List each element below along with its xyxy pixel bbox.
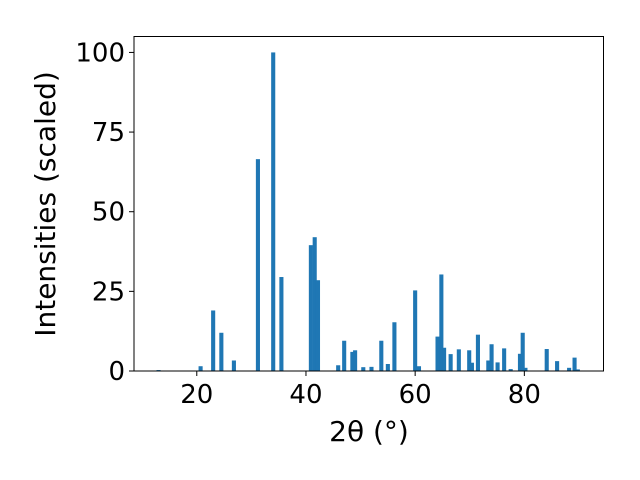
bar — [353, 350, 358, 371]
bar — [486, 360, 491, 371]
x-axis-ticks: 20 40 60 80 — [180, 371, 541, 410]
bar — [342, 340, 347, 371]
y-tick-label: 0 — [108, 357, 125, 387]
bar — [369, 366, 374, 371]
bar — [456, 349, 461, 371]
bar — [495, 362, 500, 371]
bar — [467, 350, 472, 371]
bar — [435, 336, 440, 371]
bar — [416, 366, 422, 371]
bar — [517, 353, 523, 371]
y-tick-label: 50 — [92, 198, 125, 228]
bar — [198, 366, 203, 371]
bar — [469, 362, 474, 371]
y-tick-label: 75 — [92, 118, 125, 148]
y-tick-label: 25 — [92, 277, 125, 307]
bar — [502, 348, 507, 371]
bar — [271, 52, 276, 372]
y-axis-label: Intensities (scaled) — [29, 71, 62, 337]
bar — [523, 367, 528, 371]
bar — [385, 363, 390, 371]
bar — [255, 159, 260, 371]
bar — [312, 237, 317, 371]
bar — [336, 365, 341, 371]
bars-group — [156, 52, 580, 372]
bar — [544, 349, 549, 371]
bar — [475, 334, 480, 371]
bar — [361, 367, 366, 371]
x-tick-label: 40 — [289, 380, 322, 410]
bar — [439, 274, 444, 371]
bar — [392, 322, 397, 371]
bar — [350, 351, 355, 371]
bar — [508, 369, 513, 371]
y-tick-label: 100 — [75, 38, 125, 68]
x-tick-label: 80 — [508, 380, 541, 410]
bar — [219, 332, 224, 371]
bar — [448, 354, 453, 371]
bar — [575, 369, 580, 371]
bar — [231, 360, 236, 371]
x-axis-label: 2θ (°) — [329, 415, 409, 448]
bar — [211, 310, 216, 371]
bar — [315, 280, 321, 371]
bar — [520, 332, 525, 371]
bar — [567, 367, 572, 371]
plot-frame — [133, 36, 604, 372]
x-tick-label: 60 — [399, 380, 432, 410]
bar — [442, 347, 447, 371]
bar — [413, 290, 418, 371]
bar — [379, 340, 384, 371]
bar — [489, 344, 494, 371]
x-tick-label: 20 — [180, 380, 213, 410]
bar — [308, 245, 313, 371]
y-axis-ticks: 0 25 50 75 100 — [75, 38, 134, 387]
bar — [279, 277, 284, 371]
bar — [555, 361, 560, 371]
bar — [572, 357, 577, 371]
